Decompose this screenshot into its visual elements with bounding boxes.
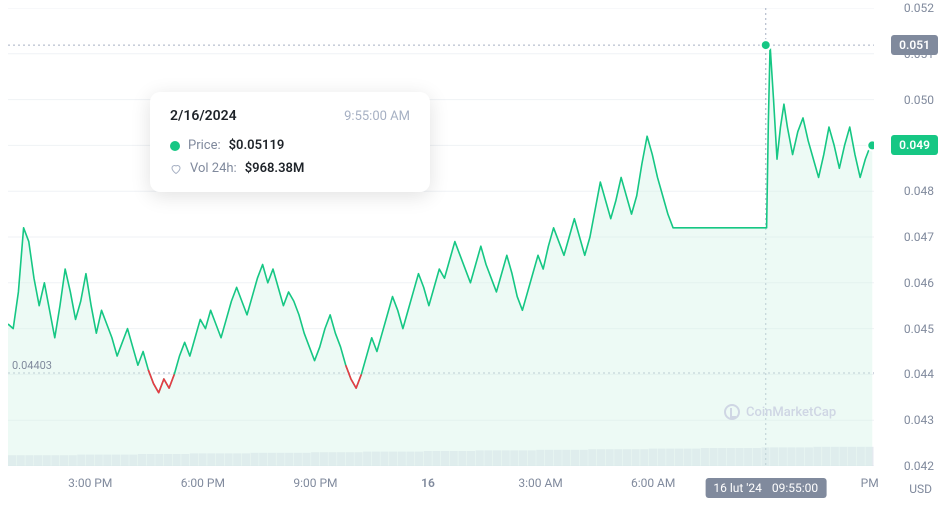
tooltip-price-label: Price:: [188, 138, 221, 153]
watermark: CoinMarketCap: [724, 404, 836, 420]
y-tick: 0.050: [904, 93, 934, 107]
plot-area[interactable]: [8, 8, 874, 466]
tooltip-vol-value: $968.38M: [245, 161, 305, 176]
current-price-badge: 0.049: [891, 135, 938, 155]
tooltip: 2/16/2024 9:55:00 AM Price: $0.05119 Vol…: [150, 92, 430, 192]
tooltip-price-value: $0.05119: [229, 138, 285, 153]
tooltip-time: 9:55:00 AM: [344, 109, 410, 124]
x-tick: 6:00 AM: [631, 476, 675, 490]
x-tick: PM: [861, 476, 879, 490]
hover-x-badge: 16 lut '24 09:55:00: [705, 478, 826, 498]
chart-svg: [8, 8, 874, 466]
y-tick: 0.042: [904, 459, 934, 473]
y-tick: 0.047: [904, 230, 934, 244]
y-tick: 0.048: [904, 184, 934, 198]
heart-icon: [170, 163, 182, 175]
x-tick: 3:00 PM: [68, 476, 112, 490]
hover-price-badge: 0.051: [891, 35, 938, 55]
tooltip-date: 2/16/2024: [170, 108, 237, 124]
tooltip-vol-label: Vol 24h:: [190, 161, 237, 176]
open-price-label: 0.04403: [12, 359, 52, 372]
price-chart[interactable]: 0.052 0.051 0.050 0.049 0.048 0.047 0.046 0.045…: [0, 0, 942, 524]
x-tick: 9:00 PM: [293, 476, 337, 490]
x-tick: 3:00 AM: [518, 476, 562, 490]
y-tick: 0.044: [904, 367, 934, 381]
currency-label: USD: [909, 482, 932, 496]
y-axis: 0.0520.0510.0500.0490.0480.0470.0460.045…: [882, 8, 942, 466]
tooltip-vol-row: Vol 24h: $968.38M: [170, 161, 410, 176]
price-dot-icon: [170, 141, 180, 151]
hover-x-time: 09:55:00: [772, 481, 818, 495]
y-tick: 0.043: [904, 413, 934, 427]
watermark-logo-icon: [724, 404, 740, 420]
x-tick: 16: [421, 476, 435, 490]
y-tick: 0.045: [904, 322, 934, 336]
y-tick: 0.052: [904, 1, 934, 15]
tooltip-price-row: Price: $0.05119: [170, 138, 410, 153]
hover-x-date: 16 lut '24: [713, 481, 762, 495]
watermark-text: CoinMarketCap: [746, 405, 836, 420]
tooltip-header: 2/16/2024 9:55:00 AM: [170, 108, 410, 124]
x-tick: 6:00 PM: [181, 476, 225, 490]
y-tick: 0.046: [904, 276, 934, 290]
